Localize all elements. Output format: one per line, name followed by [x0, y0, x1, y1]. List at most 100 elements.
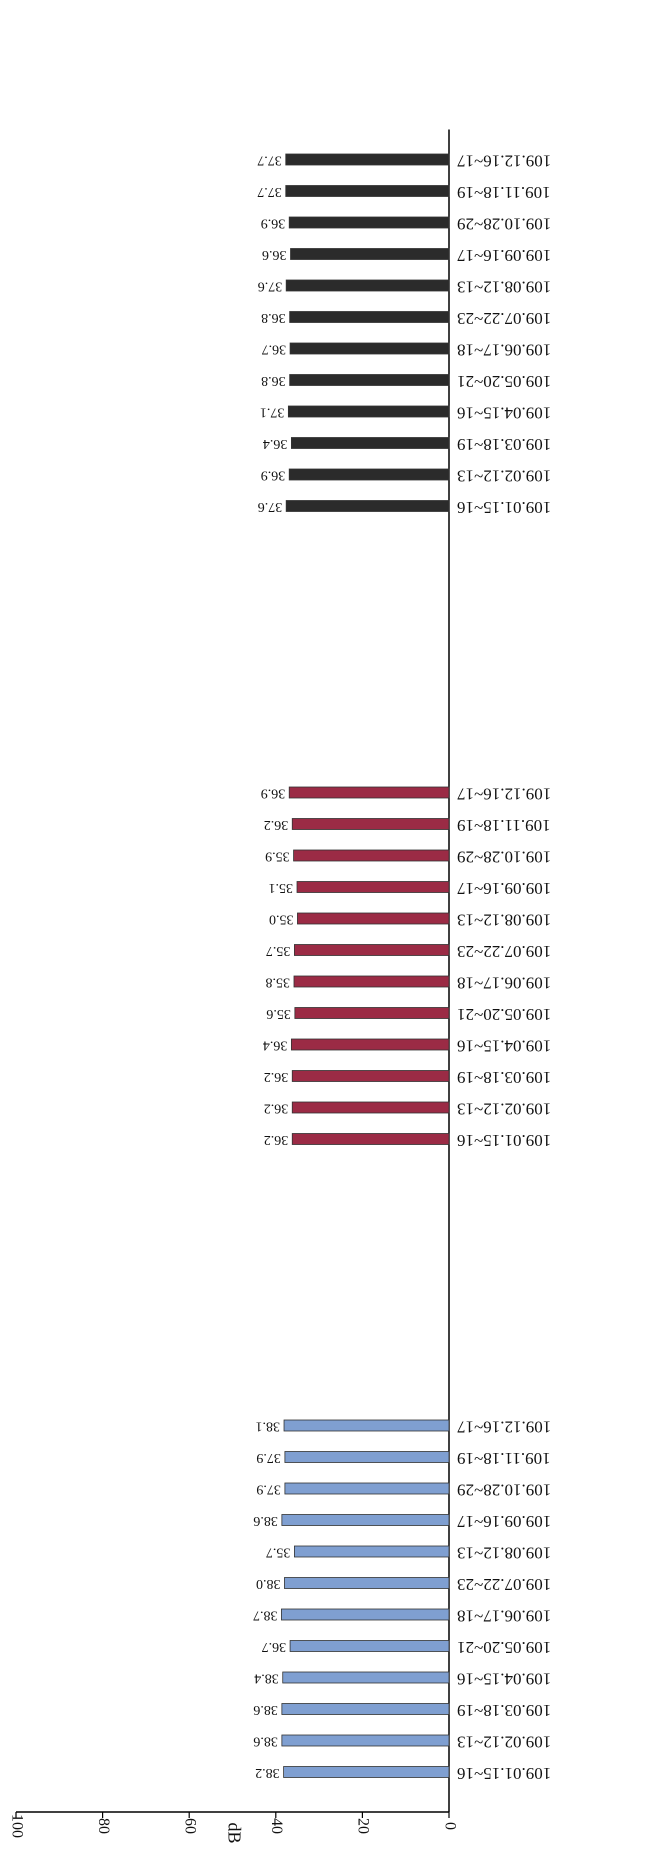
category-label: 109.09.16~17	[457, 1512, 552, 1531]
bar-value-label: 36.2	[264, 1069, 289, 1084]
bar	[291, 1101, 450, 1114]
category-label: 109.08.12~13	[457, 278, 551, 297]
category-label: 109.09.16~17	[457, 246, 552, 265]
bar-value-label: 35.0	[269, 911, 294, 926]
bar-value-label: 36.4	[263, 1037, 288, 1052]
x-tick-label: 40	[268, 1818, 285, 1834]
bar-value-label: 35.1	[269, 880, 294, 895]
bar-value-label: 36.9	[261, 215, 286, 230]
category-label: 109.04.15~16	[457, 1037, 551, 1056]
category-label: 109.04.15~16	[457, 404, 551, 423]
bar-value-label: 35.7	[266, 1544, 291, 1559]
category-label: 109.06.17~18	[457, 1607, 551, 1626]
category-label: 109.04.15~16	[457, 1670, 551, 1689]
bar-value-label: 38.6	[253, 1702, 278, 1717]
category-label: 109.08.12~13	[457, 911, 551, 930]
bar-value-label: 38.2	[255, 1765, 280, 1780]
category-label: 109.06.17~18	[457, 974, 551, 993]
category-label: 109.02.12~13	[457, 1100, 551, 1119]
bar-value-label: 36.8	[261, 310, 286, 325]
bar	[290, 1038, 450, 1051]
bar	[290, 437, 450, 449]
x-tick-label: 0	[441, 1822, 458, 1830]
bar	[288, 786, 450, 799]
bar	[290, 248, 450, 260]
category-label: 109.01.15~16	[457, 498, 551, 517]
category-label: 109.11.18~19	[457, 816, 551, 835]
bar	[291, 1070, 450, 1082]
bar-value-label: 36.6	[262, 247, 287, 262]
bar	[289, 342, 450, 355]
bar-value-label: 36.7	[262, 341, 287, 356]
bar	[291, 1133, 450, 1145]
bar-value-label: 36.2	[264, 1132, 289, 1147]
bar-value-label: 36.9	[261, 785, 286, 800]
bar	[287, 405, 450, 418]
bar-value-label: 37.6	[258, 278, 283, 293]
category-label: 109.05.20~21	[457, 1005, 551, 1024]
bar	[282, 1671, 450, 1684]
bar	[289, 1640, 450, 1652]
bar-value-label: 35.7	[266, 943, 291, 958]
bar-value-label: 36.9	[261, 467, 286, 482]
bar	[283, 1766, 450, 1778]
category-label: 109.12.16~17	[457, 785, 552, 804]
category-label: 109.01.15~16	[457, 1131, 551, 1150]
bar-value-label: 36.8	[261, 373, 286, 388]
category-label: 109.09.16~17	[457, 879, 552, 898]
bar-value-label: 37.7	[257, 152, 282, 167]
category-label: 109.10.28~29	[457, 848, 551, 867]
category-label: 109.12.16~17	[457, 152, 552, 171]
category-label: 109.05.20~21	[457, 372, 551, 391]
bar-value-label: 36.4	[263, 436, 288, 451]
rotated-chart: 0 20 40 60 80 100 38.2 109.01.15~16 38.6 109.02.…	[8, 129, 551, 1844]
bar	[284, 1482, 450, 1495]
x-tick-label: 80	[95, 1818, 112, 1834]
bar	[285, 153, 450, 166]
category-label: 109.07.22~23	[457, 1575, 551, 1594]
category-label: 109.10.28~29	[457, 215, 551, 234]
category-label: 109.03.18~19	[457, 1701, 551, 1720]
bar-value-label: 35.8	[265, 974, 290, 989]
bar	[296, 881, 450, 893]
category-label: 109.03.18~19	[457, 1068, 551, 1087]
bar-value-label: 35.9	[265, 848, 290, 863]
bar	[293, 975, 450, 988]
bar-value-label: 35.6	[266, 1006, 291, 1021]
bar-value-label: 36.7	[262, 1639, 287, 1654]
bar	[281, 1703, 450, 1715]
bar	[288, 216, 450, 229]
bar	[288, 468, 450, 481]
bar-value-label: 38.6	[253, 1513, 278, 1528]
bar-value-label: 38.0	[256, 1576, 281, 1591]
label-layer: 38.2 109.01.15~16 38.6 109.02.12~13 38.6 109.…	[253, 152, 551, 1784]
category-label: 109.01.15~16	[457, 1764, 551, 1783]
bar	[281, 1608, 450, 1621]
bar-value-label: 37.9	[256, 1450, 281, 1465]
x-axis-title: dB	[224, 1822, 244, 1843]
bar	[294, 1007, 450, 1019]
bar-value-label: 38.6	[253, 1733, 278, 1748]
bar-value-label: 38.1	[256, 1418, 281, 1433]
bar	[284, 1577, 450, 1589]
x-tick-label: 20	[355, 1818, 372, 1834]
category-label: 109.11.18~19	[457, 183, 551, 202]
bar-value-label: 37.1	[260, 404, 285, 419]
category-label: 109.02.12~13	[457, 467, 551, 486]
bar	[285, 279, 450, 292]
category-label: 109.10.28~29	[457, 1481, 551, 1500]
bar	[291, 818, 450, 830]
bar	[294, 944, 450, 956]
bar	[285, 185, 450, 197]
bar-value-label: 38.4	[254, 1670, 279, 1685]
x-tick-label: 60	[182, 1818, 199, 1834]
bar-layer	[281, 153, 450, 1778]
category-label: 109.06.17~18	[457, 341, 551, 360]
bar	[281, 1514, 450, 1526]
bar	[293, 849, 450, 862]
bar-value-label: 37.9	[256, 1481, 281, 1496]
bar	[285, 500, 450, 512]
bar	[297, 912, 450, 925]
bar	[284, 1451, 450, 1463]
